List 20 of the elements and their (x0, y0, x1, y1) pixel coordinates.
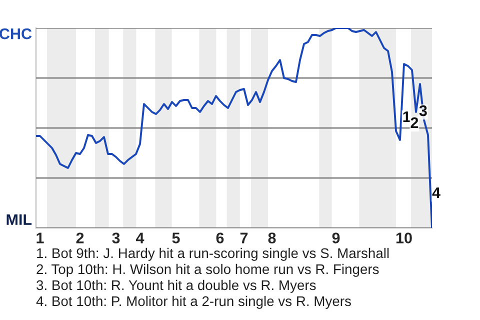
x-tick-label: 10 (396, 232, 412, 244)
x-tick-label: 2 (76, 232, 84, 244)
x-tick-label: 8 (268, 232, 276, 244)
x-tick-label: 5 (172, 232, 180, 244)
annotation: 2 (410, 117, 418, 128)
text: 2. Top 10th: H. Wilson hit a solo home run vs R. Fingers (36, 264, 379, 277)
text: MIL (6, 214, 32, 225)
text: 4. Bot 10th: P. Molitor hit a 2-run single vs R. Myers (36, 296, 351, 309)
x-tick-label: 3 (112, 232, 120, 244)
x-tick-label: 9 (332, 232, 340, 244)
x-tick-label: 6 (216, 232, 224, 244)
text: 1. Bot 9th: J. Hardy hit a run-scoring single vs S. Marshall (37, 248, 389, 261)
text: 3. Bot 10th: R. Yount hit a double vs R. Myers (36, 280, 316, 293)
x-tick-label: 4 (136, 232, 144, 244)
text: CHC (0, 28, 32, 40)
x-tick-label: 7 (240, 232, 248, 244)
annotation: 3 (419, 105, 427, 116)
x-tick-label: 1 (36, 232, 44, 244)
annotation: 1 (403, 111, 410, 122)
text: 4 (432, 187, 440, 198)
